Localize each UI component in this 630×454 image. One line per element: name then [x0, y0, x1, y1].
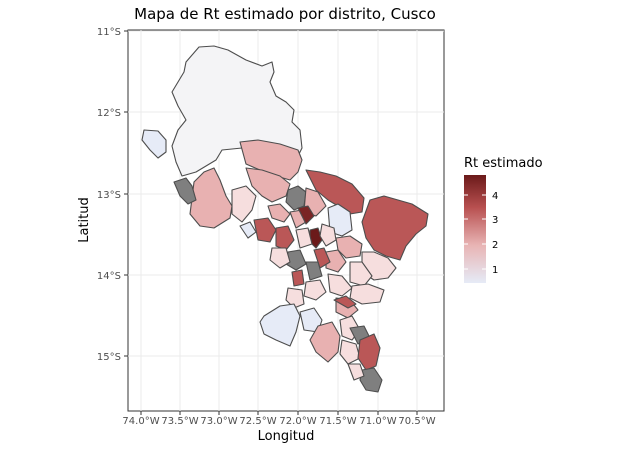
- district-south-light-3: [349, 283, 385, 305]
- x-tick-label: 73.5°W: [161, 416, 198, 427]
- district-cluster-mid-1: [267, 203, 291, 223]
- district-cluster-high-2: [275, 225, 295, 251]
- district-cluster-light-1: [295, 227, 313, 249]
- district-south-high: [333, 295, 357, 309]
- district-ne-high: [305, 169, 365, 215]
- legend-title: Rt estimado: [464, 156, 543, 171]
- district-polygons: [141, 45, 429, 393]
- district-se-high: [357, 333, 381, 371]
- district-cluster-light-2: [319, 223, 337, 247]
- x-tick-label: 73.0°W: [200, 416, 237, 427]
- x-tick-label: 72.0°W: [279, 416, 316, 427]
- district-cluster-high-1: [253, 217, 277, 243]
- district-sw-large: [259, 303, 301, 347]
- legend-tick-label: 1: [492, 265, 498, 276]
- y-tick-label: 14°S: [97, 271, 121, 282]
- district-south-light-7: [347, 363, 365, 381]
- legend-tick-label: 4: [492, 191, 498, 202]
- district-east-high: [361, 195, 429, 261]
- x-axis-title: Longitud: [258, 429, 315, 444]
- map-title: Mapa de Rt estimado por distrito, Cusco: [134, 5, 436, 23]
- y-tick-label: 11°S: [97, 27, 121, 38]
- y-tick-label: 15°S: [97, 352, 121, 363]
- district-west-small: [141, 129, 167, 159]
- district-south-mid-2: [309, 321, 341, 363]
- legend-tick-label: 2: [492, 240, 498, 251]
- district-south-light-1: [303, 279, 327, 301]
- district-cluster-light-3: [269, 247, 291, 269]
- y-tick-label: 12°S: [97, 108, 121, 119]
- district-cluster-very-high: [297, 205, 315, 225]
- district-na-west: [173, 177, 197, 205]
- x-tick-label: 72.5°W: [239, 416, 276, 427]
- district-south-light-4: [285, 287, 305, 309]
- district-se-light: [349, 261, 373, 287]
- district-center-light: [231, 185, 257, 223]
- x-tick-label: 74.0°W: [122, 416, 159, 427]
- x-axis: 74.0°W 73.5°W 73.0°W 72.5°W 72.0°W 71.5°…: [122, 411, 436, 427]
- x-tick-label: 70.5°W: [398, 416, 435, 427]
- legend-tick-label: 3: [492, 215, 498, 226]
- district-ne-mid: [239, 139, 303, 181]
- legend: Rt estimado 4: [464, 156, 543, 283]
- y-tick-label: 13°S: [97, 190, 121, 201]
- x-tick-label: 71.5°W: [319, 416, 356, 427]
- y-axis-title: Latitud: [77, 197, 92, 243]
- district-cluster-mid-4: [325, 249, 347, 273]
- district-na-south: [359, 367, 383, 393]
- x-tick-label: 71.0°W: [359, 416, 396, 427]
- y-axis: 11°S 12°S 13°S 14°S 15°S: [97, 27, 128, 363]
- district-cluster-high-4: [291, 269, 305, 287]
- district-center-mid: [245, 167, 291, 203]
- district-na-3: [305, 261, 323, 281]
- district-south-light-2: [327, 273, 353, 297]
- district-south-light-6: [339, 339, 361, 365]
- legend-colorbar: [464, 175, 486, 283]
